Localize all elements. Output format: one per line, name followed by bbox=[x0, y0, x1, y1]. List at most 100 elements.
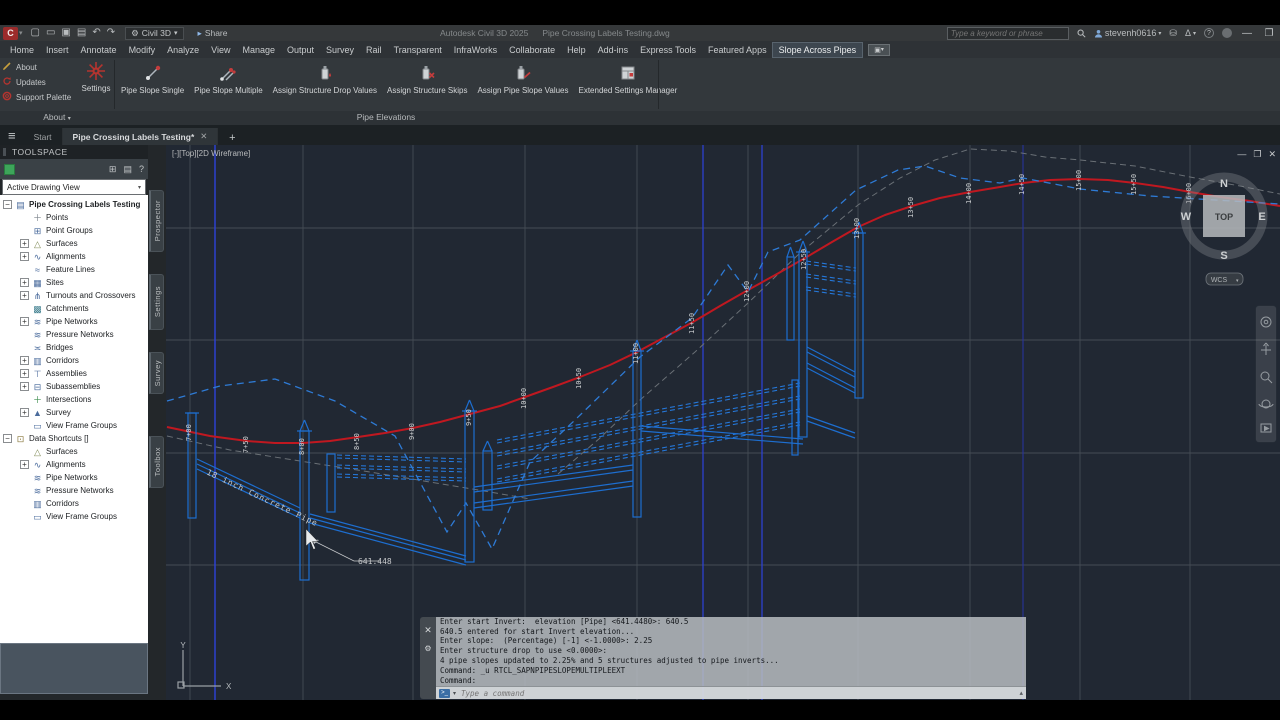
expand-icon[interactable]: + bbox=[20, 252, 29, 261]
search-icon[interactable] bbox=[1077, 29, 1086, 38]
new-tab-button[interactable]: + bbox=[229, 132, 236, 144]
close-tab-icon[interactable]: ✕ bbox=[200, 131, 208, 141]
item-view-icon[interactable]: ⊞ bbox=[108, 163, 117, 174]
save-icon[interactable]: ▣ bbox=[61, 27, 71, 38]
open-file-icon[interactable]: ▭ bbox=[45, 27, 56, 38]
help-icon[interactable]: ? bbox=[138, 164, 144, 174]
command-history[interactable]: Enter start Invert: elevation [Pipe] <64… bbox=[436, 617, 1026, 686]
ribbon-tab-annotate[interactable]: Annotate bbox=[80, 44, 117, 55]
ribbon-tab-featured-apps[interactable]: Featured Apps bbox=[708, 44, 767, 55]
app-logo-caret-icon[interactable]: ▾ bbox=[19, 30, 23, 37]
ribbon-tab-analyze[interactable]: Analyze bbox=[167, 44, 200, 55]
tab-document[interactable]: Pipe Crossing Labels Testing* ✕ bbox=[62, 128, 219, 145]
customize-command-icon[interactable]: ⚙ bbox=[424, 644, 432, 653]
help-button[interactable]: ? bbox=[1204, 28, 1214, 38]
pipe-slope-multiple-button[interactable]: Pipe Slope Multiple bbox=[189, 60, 267, 95]
tab-start[interactable]: Start bbox=[24, 128, 63, 145]
expand-icon[interactable]: + bbox=[20, 382, 29, 391]
expand-icon[interactable]: + bbox=[20, 278, 29, 287]
tree-item-point-groups[interactable]: ⊞ Point Groups bbox=[0, 224, 148, 237]
ribbon-tab-modify[interactable]: Modify bbox=[128, 44, 156, 55]
tree-item-view-frame-groups[interactable]: ▭ View Frame Groups bbox=[0, 510, 148, 523]
share-button[interactable]: ▸ Share bbox=[198, 28, 228, 39]
search-input[interactable] bbox=[946, 26, 1069, 40]
ribbon-tab-insert[interactable]: Insert bbox=[46, 44, 69, 55]
ribbon-tab-survey[interactable]: Survey bbox=[326, 44, 355, 55]
tree-item-intersections[interactable]: ＋ Intersections bbox=[0, 393, 148, 406]
ribbon-tab-express-tools[interactable]: Express Tools bbox=[640, 44, 697, 55]
expand-history-icon[interactable]: ▴ bbox=[1019, 690, 1023, 697]
ribbon-tab-slope-across-pipes[interactable]: Slope Across Pipes bbox=[771, 41, 864, 58]
close-icon[interactable]: ✕ bbox=[1268, 149, 1276, 159]
viewcube-top-face[interactable]: TOP bbox=[1215, 212, 1233, 222]
wcs-label[interactable]: WCS bbox=[1211, 277, 1228, 284]
viewcube-north[interactable]: N bbox=[1220, 178, 1228, 190]
close-command-icon[interactable]: ✕ bbox=[424, 625, 432, 635]
ribbon-tab-add-ins[interactable]: Add-ins bbox=[597, 44, 629, 55]
ribbon-tab-view[interactable]: View bbox=[211, 44, 231, 55]
cart-icon[interactable]: ⛁ bbox=[1169, 27, 1177, 38]
tree-item-pipe-crossing-labels-testing[interactable]: − ▤ Pipe Crossing Labels Testing bbox=[0, 198, 148, 211]
tree-item-bridges[interactable]: ≍ Bridges bbox=[0, 341, 148, 354]
wcs-dropdown[interactable] bbox=[1205, 272, 1244, 286]
viewport-controls-label[interactable]: [-][Top][2D Wireframe] bbox=[172, 149, 250, 158]
assign-structure-skips-button[interactable]: Assign Structure Skips bbox=[382, 60, 472, 95]
tree-item-data-shortcuts-[interactable]: − ⊡ Data Shortcuts [] bbox=[0, 432, 148, 445]
expand-icon[interactable]: + bbox=[20, 369, 29, 378]
ribbon-tab-rail[interactable]: Rail bbox=[366, 44, 382, 55]
expand-icon[interactable]: + bbox=[20, 239, 29, 248]
ribbon-tab-help[interactable]: Help bbox=[567, 44, 586, 55]
assign-pipe-slope-values-button[interactable]: Assign Pipe Slope Values bbox=[472, 60, 573, 95]
ribbon-tab-home[interactable]: Home bbox=[10, 44, 35, 55]
tree-item-survey[interactable]: + ▲ Survey bbox=[0, 406, 148, 419]
tree-item-alignments[interactable]: + ∿ Alignments bbox=[0, 250, 148, 263]
tree-item-feature-lines[interactable]: ≈ Feature Lines bbox=[0, 263, 148, 276]
assign-structure-drop-values-button[interactable]: Assign Structure Drop Values bbox=[268, 60, 382, 95]
extended-settings-manager-button[interactable]: Extended Settings Manager bbox=[574, 60, 683, 95]
side-tab-toolbox[interactable]: Toolbox bbox=[149, 436, 164, 488]
expand-icon[interactable]: + bbox=[20, 408, 29, 417]
recent-commands-icon[interactable]: ▾ bbox=[453, 690, 457, 697]
viewcube-west[interactable]: W bbox=[1181, 211, 1192, 223]
tree-item-sites[interactable]: + ▦ Sites bbox=[0, 276, 148, 289]
command-input[interactable] bbox=[459, 687, 1017, 699]
side-tab-settings[interactable]: Settings bbox=[149, 274, 164, 330]
ribbon-extra-button[interactable]: ▣ ▾ bbox=[868, 43, 891, 56]
ribbon-tab-output[interactable]: Output bbox=[287, 44, 315, 55]
about-panel-footer[interactable]: About ▾ bbox=[43, 112, 71, 122]
tree-item-pressure-networks[interactable]: ≋ Pressure Networks bbox=[0, 484, 148, 497]
tree-item-surfaces[interactable]: △ Surfaces bbox=[0, 445, 148, 458]
tree-item-catchments[interactable]: ▩ Catchments bbox=[0, 302, 148, 315]
tree-item-points[interactable]: ＋ Points bbox=[0, 211, 148, 224]
minimize-window-icon[interactable]: — bbox=[1242, 27, 1252, 39]
collapse-icon[interactable]: − bbox=[3, 434, 12, 443]
tree-item-assemblies[interactable]: + ⊤ Assemblies bbox=[0, 367, 148, 380]
expand-icon[interactable]: + bbox=[20, 356, 29, 365]
tree-item-subassemblies[interactable]: + ⊟ Subassemblies bbox=[0, 380, 148, 393]
expand-icon[interactable]: + bbox=[20, 291, 29, 300]
pipe-slope-single-button[interactable]: Pipe Slope Single bbox=[116, 60, 189, 95]
viewcube-east[interactable]: E bbox=[1258, 211, 1265, 223]
viewcube-south[interactable]: S bbox=[1220, 250, 1227, 262]
tree-item-view-frame-groups[interactable]: ▭ View Frame Groups bbox=[0, 419, 148, 432]
about-item-about[interactable]: About bbox=[2, 61, 76, 73]
side-tab-prospector[interactable]: Prospector bbox=[149, 190, 164, 252]
tree-item-pipe-networks[interactable]: + ≋ Pipe Networks bbox=[0, 315, 148, 328]
workspace-selector[interactable]: ⚙ Civil 3D ▾ bbox=[125, 26, 184, 40]
tree-item-corridors[interactable]: ▥ Corridors bbox=[0, 497, 148, 510]
tree-item-turnouts-and-crossovers[interactable]: + ⋔ Turnouts and Crossovers bbox=[0, 289, 148, 302]
viewcube[interactable]: TOP N S W E WCS ▾ bbox=[1180, 172, 1268, 286]
tree-item-pressure-networks[interactable]: ≋ Pressure Networks bbox=[0, 328, 148, 341]
tree-item-pipe-networks[interactable]: ≋ Pipe Networks bbox=[0, 471, 148, 484]
panorama-icon[interactable]: ▤ bbox=[123, 163, 132, 174]
view-selector-dropdown[interactable]: Active Drawing View ▾ bbox=[2, 179, 146, 195]
expand-icon[interactable]: + bbox=[20, 460, 29, 469]
settings-button[interactable]: Settings bbox=[78, 60, 114, 109]
alerts-icon[interactable]: Δ ▾ bbox=[1184, 28, 1196, 38]
minimize-icon[interactable]: — bbox=[1237, 149, 1247, 159]
about-item-updates[interactable]: Updates bbox=[2, 76, 76, 88]
ribbon-tab-infraworks[interactable]: InfraWorks bbox=[453, 44, 498, 55]
ribbon-tab-manage[interactable]: Manage bbox=[242, 44, 275, 55]
user-account-button[interactable]: stevenh0616 ▾ bbox=[1094, 28, 1161, 38]
tree-item-alignments[interactable]: + ∿ Alignments bbox=[0, 458, 148, 471]
